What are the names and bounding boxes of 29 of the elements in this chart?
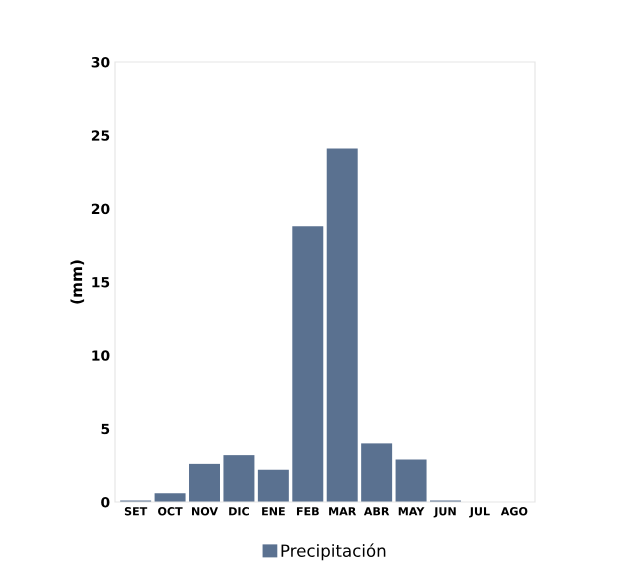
bar: [292, 226, 324, 502]
x-tick-label: FEB: [296, 507, 319, 516]
y-axis-title: (mm): [70, 260, 84, 304]
y-tick-label: 5: [102, 424, 110, 434]
x-tick-label: ABR: [364, 507, 390, 516]
y-tick-label: 10: [92, 350, 110, 361]
y-tick-label: 25: [92, 130, 110, 141]
x-tick-label: JUL: [469, 507, 490, 518]
x-tick-label: DIC: [229, 507, 249, 516]
x-tick-label: AGO: [500, 507, 528, 516]
x-tick-label: MAR: [329, 507, 356, 516]
bar: [223, 455, 254, 502]
x-tick-label: ENE: [262, 507, 285, 516]
y-tick-label: 15: [92, 277, 110, 288]
bar: [154, 493, 186, 502]
y-tick-label: 20: [92, 204, 110, 214]
bar: [189, 464, 220, 502]
y-tick-label: 30: [92, 56, 110, 68]
bar: [326, 148, 358, 502]
x-tick-label: MAY: [398, 507, 424, 516]
y-tick-label: 0: [101, 496, 110, 508]
bar: [396, 459, 427, 502]
legend-label: Precipitación: [282, 543, 386, 560]
bar: [361, 443, 392, 502]
x-tick-label: SET: [124, 507, 148, 516]
x-tick-label: OCT: [158, 507, 183, 516]
x-tick-label: NOV: [192, 507, 218, 516]
x-tick-label: JUN: [434, 507, 456, 518]
bar: [258, 470, 289, 502]
